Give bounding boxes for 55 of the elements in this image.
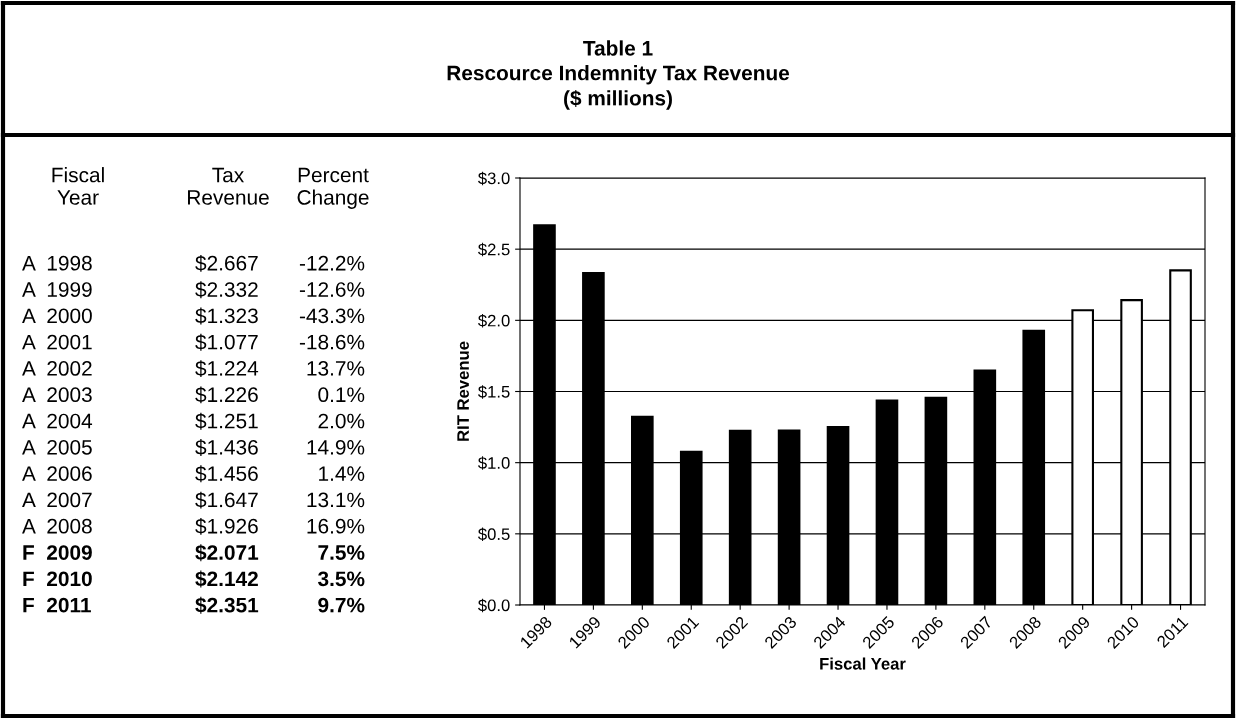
text: A 1998 bbox=[22, 255, 92, 271]
text: A 2000 bbox=[22, 308, 92, 324]
text: A 2003 bbox=[22, 387, 92, 403]
text: $1.224 bbox=[195, 360, 259, 378]
text: $1.926 bbox=[195, 517, 258, 535]
text: 16.9% bbox=[307, 518, 365, 534]
text: A 2005 bbox=[22, 439, 92, 455]
text: F 2010 bbox=[23, 571, 92, 587]
text: $1.436 bbox=[195, 439, 258, 456]
y-tick-label: $3.0 bbox=[478, 171, 510, 186]
text: 13.1% bbox=[307, 492, 365, 508]
text: $2.142 bbox=[195, 570, 258, 588]
category-label: Tax Revenue bbox=[188, 167, 269, 205]
text: A 2006 bbox=[22, 466, 92, 481]
text: -12.6% bbox=[299, 282, 365, 297]
text: $1.251 bbox=[195, 412, 258, 430]
text: A 2004 bbox=[22, 413, 93, 429]
text: A 2008 bbox=[22, 518, 92, 534]
text: 9.7% bbox=[318, 597, 365, 613]
y-tick-label: $0.0 bbox=[478, 598, 510, 613]
category-label: Percent Change bbox=[297, 167, 369, 209]
text: 0.1% bbox=[318, 387, 365, 403]
y-tick-label: $1.0 bbox=[478, 456, 510, 470]
text: A 2007 bbox=[22, 492, 92, 508]
text: 14.9% bbox=[307, 439, 365, 455]
text: -18.6% bbox=[299, 334, 365, 350]
text: 3.5% bbox=[317, 571, 365, 587]
text: $1.323 bbox=[195, 307, 258, 325]
text: $2.332 bbox=[195, 281, 258, 299]
text: $2.071 bbox=[195, 544, 259, 562]
text: 13.7% bbox=[307, 361, 365, 376]
text: F 2009 bbox=[23, 545, 92, 560]
y-tick-label: $1.5 bbox=[478, 385, 510, 399]
text: A 2001 bbox=[22, 334, 92, 350]
text: A 1999 bbox=[22, 282, 92, 297]
text: -12.2% bbox=[299, 255, 365, 271]
text: 1.4% bbox=[319, 466, 365, 481]
text: $1.456 bbox=[195, 465, 258, 483]
text: F 2011 bbox=[23, 597, 91, 613]
text: 7.5% bbox=[318, 545, 365, 560]
text: $1.077 bbox=[195, 333, 258, 351]
text: $1.647 bbox=[195, 491, 258, 509]
x-axis-title: Fiscal Year bbox=[820, 657, 906, 670]
y-tick-label: $0.5 bbox=[478, 527, 510, 542]
chart-title: Table 1 Rescource Indemnity Tax Revenue ($ millions) bbox=[447, 40, 790, 110]
text: $2.667 bbox=[195, 254, 258, 272]
text: $1.226 bbox=[195, 386, 258, 404]
category-label: Fiscal Year bbox=[52, 167, 104, 205]
y-tick-label: $2.5 bbox=[478, 242, 510, 257]
text: $2.351 bbox=[195, 596, 259, 614]
y-axis-title: RIT Revenue bbox=[457, 341, 469, 441]
y-tick-label: $2.0 bbox=[478, 314, 510, 328]
text: A 2002 bbox=[22, 361, 92, 376]
text: 2.0% bbox=[318, 413, 365, 429]
text: -43.3% bbox=[299, 308, 365, 324]
